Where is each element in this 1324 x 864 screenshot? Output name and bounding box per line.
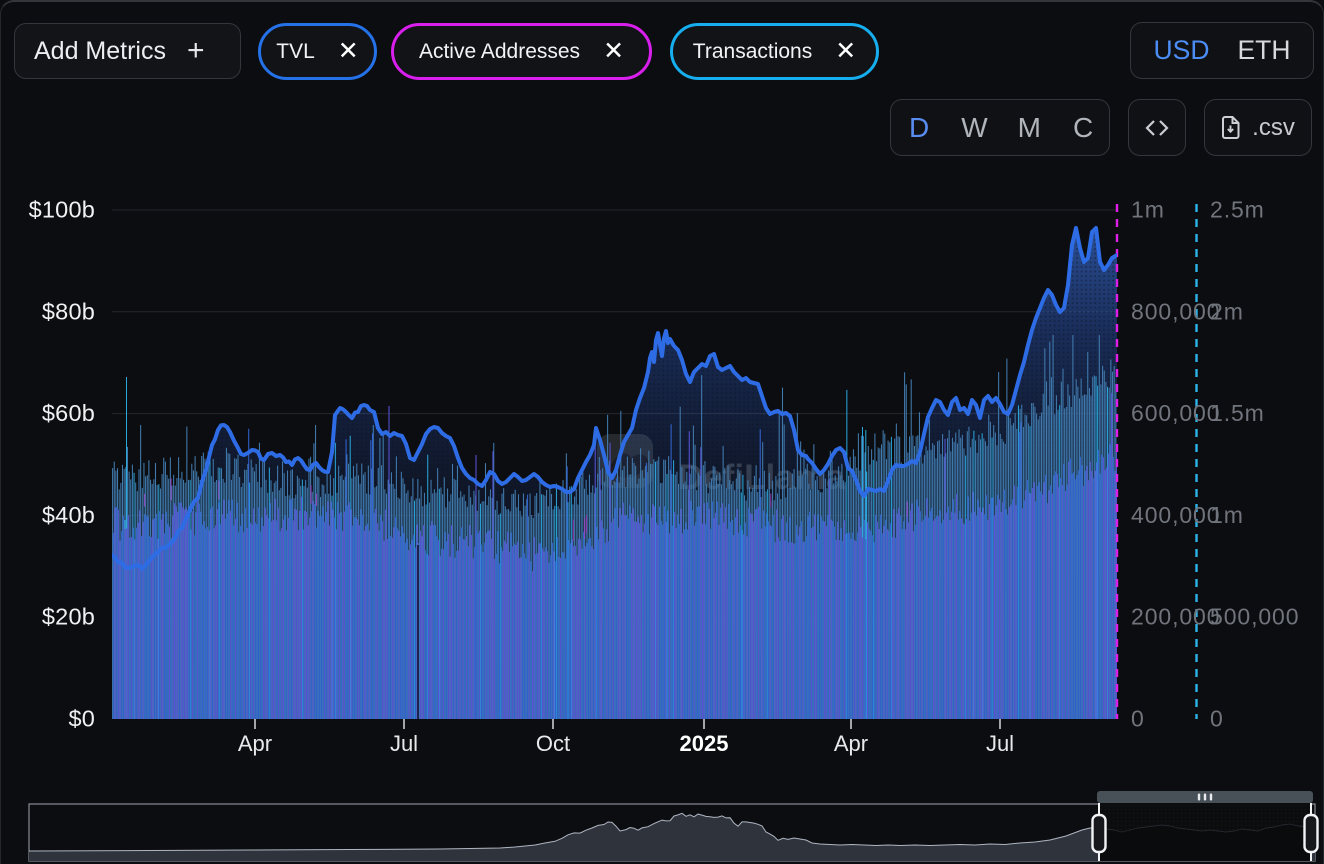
svg-text:$80b: $80b: [42, 298, 95, 324]
svg-text:$0: $0: [68, 706, 95, 732]
svg-text:0: 0: [1210, 706, 1224, 732]
svg-text:Jul: Jul: [986, 731, 1014, 756]
svg-text:DefiLlama: DefiLlama: [678, 458, 846, 497]
svg-text:Apr: Apr: [834, 731, 868, 756]
svg-text:1m: 1m: [1131, 197, 1165, 223]
svg-text:600,000: 600,000: [1131, 400, 1220, 426]
svg-text:500,000: 500,000: [1210, 604, 1299, 630]
svg-text:800,000: 800,000: [1131, 298, 1220, 324]
svg-text:2.5m: 2.5m: [1210, 197, 1265, 223]
svg-text:200,000: 200,000: [1131, 604, 1220, 630]
svg-text:$60b: $60b: [42, 400, 95, 426]
svg-text:400,000: 400,000: [1131, 502, 1220, 528]
svg-text:2m: 2m: [1210, 298, 1244, 324]
svg-text:Jul: Jul: [390, 731, 418, 756]
svg-text:1m: 1m: [1210, 502, 1244, 528]
svg-text:$20b: $20b: [42, 604, 95, 630]
svg-text:$100b: $100b: [29, 197, 95, 223]
svg-text:Apr: Apr: [238, 731, 272, 756]
svg-text:0: 0: [1131, 706, 1145, 732]
svg-text:1.5m: 1.5m: [1210, 400, 1265, 426]
svg-text:$40b: $40b: [42, 502, 95, 528]
svg-text:Oct: Oct: [536, 731, 570, 756]
svg-text:2025: 2025: [680, 731, 729, 756]
